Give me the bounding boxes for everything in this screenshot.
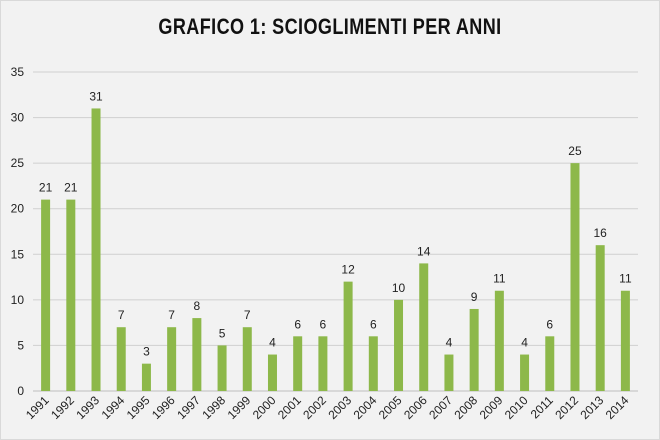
data-label: 9: [471, 290, 478, 304]
x-tick-label: 2005: [376, 393, 405, 422]
bar: [318, 336, 328, 391]
bar: [394, 299, 404, 391]
bar: [620, 290, 630, 391]
data-label: 6: [320, 317, 327, 331]
bar: [368, 336, 378, 391]
bar: [469, 308, 479, 391]
x-tick-label: 2001: [275, 393, 304, 422]
data-label: 5: [219, 326, 226, 340]
y-tick-label: 35: [11, 65, 25, 79]
bar: [242, 327, 252, 391]
gridlines: [33, 71, 638, 392]
bar: [91, 108, 101, 391]
y-tick-label: 10: [11, 293, 25, 307]
bar: [267, 354, 277, 391]
data-label: 31: [89, 89, 103, 103]
y-tick-label: 25: [11, 156, 25, 170]
bar: [192, 318, 202, 391]
x-tick-label: 2009: [477, 393, 506, 422]
data-label: 10: [392, 281, 406, 295]
x-tick-label: 2008: [451, 393, 480, 422]
x-tick-label: 2003: [325, 393, 354, 422]
x-tick-label: 1996: [149, 393, 178, 422]
bar: [217, 345, 227, 391]
data-label: 11: [619, 272, 632, 286]
bar: [116, 327, 126, 391]
data-label: 12: [341, 263, 355, 277]
data-label: 4: [269, 336, 276, 350]
data-label: 21: [39, 181, 53, 195]
x-tick-label: 2007: [426, 393, 455, 422]
bar: [444, 354, 454, 391]
data-label: 21: [64, 181, 78, 195]
y-tick-label: 30: [11, 111, 25, 125]
x-tick-label: 2000: [250, 393, 279, 422]
x-tick-label: 2011: [528, 393, 556, 421]
x-tick-label: 2014: [603, 393, 632, 422]
data-label: 11: [493, 272, 506, 286]
x-tick-label: 1991: [23, 393, 52, 422]
data-label: 3: [143, 345, 150, 359]
bar: [343, 281, 353, 391]
bar: [293, 336, 303, 391]
x-tick-label: 2012: [552, 393, 581, 422]
chart-title: GRAFICO 1: SCIOGLIMENTI PER ANNI: [158, 14, 502, 39]
data-label: 16: [594, 226, 608, 240]
x-tick-label: 2004: [351, 393, 380, 422]
bar: [595, 245, 605, 391]
data-label: 7: [118, 308, 125, 322]
bar: [570, 163, 580, 391]
y-tick-label: 5: [17, 338, 24, 352]
data-label: 6: [546, 317, 553, 331]
data-label: 8: [194, 299, 201, 313]
bar: [167, 327, 177, 391]
y-tick-label: 0: [17, 384, 24, 398]
x-tick-label: 2006: [401, 393, 430, 422]
bar: [494, 290, 504, 391]
y-tick-label: 20: [11, 202, 25, 216]
x-tick-label: 1992: [48, 393, 77, 422]
data-label: 7: [244, 308, 251, 322]
data-label: 14: [417, 244, 431, 258]
data-label: 25: [568, 144, 582, 158]
x-tick-label: 1997: [174, 393, 203, 422]
x-tick-label: 1993: [73, 393, 102, 422]
data-label: 4: [521, 336, 528, 350]
bar: [419, 263, 429, 391]
x-tick-label: 2010: [502, 393, 531, 422]
data-label: 7: [168, 308, 175, 322]
x-axis: 1991199219931994199519961997199819992000…: [23, 393, 632, 422]
x-tick-label: 1999: [225, 393, 254, 422]
x-tick-label: 1994: [99, 393, 128, 422]
bar: [41, 199, 51, 391]
y-axis: 0 5 10 15 20 25 30 35: [11, 65, 25, 398]
x-tick-label: 2013: [578, 393, 607, 422]
bar: [66, 199, 76, 391]
x-tick-label: 2002: [300, 393, 329, 422]
data-labels: 21 21 31 7 3 7 8 5 7 4 6 6 12 6 10 14 4 9 11 4 6 25 16 11: [39, 89, 632, 358]
y-tick-label: 15: [11, 247, 25, 261]
bar: [545, 336, 555, 391]
bar: [520, 354, 530, 391]
bar: [141, 363, 151, 391]
x-tick-label: 1998: [199, 393, 228, 422]
data-label: 6: [294, 317, 301, 331]
data-label: 6: [370, 317, 377, 331]
x-tick-label: 1995: [124, 393, 153, 422]
data-label: 4: [446, 336, 453, 350]
bars: [41, 108, 630, 391]
